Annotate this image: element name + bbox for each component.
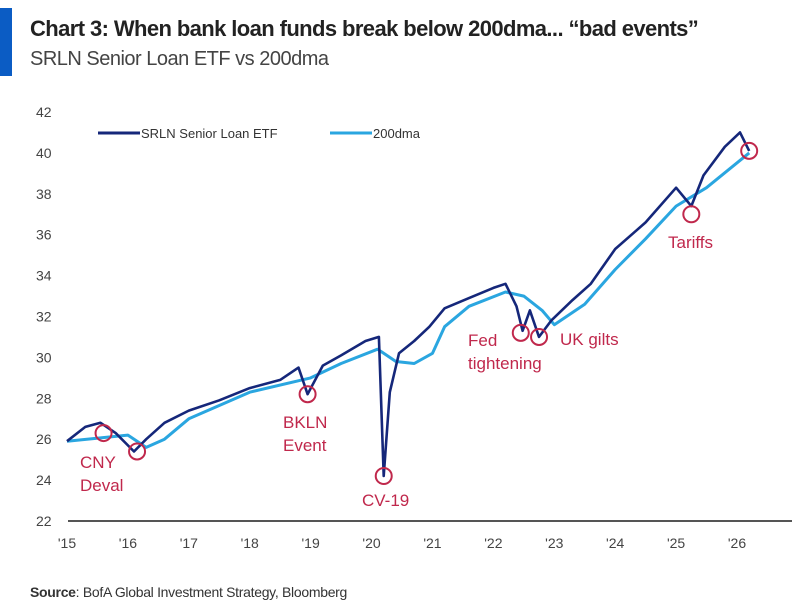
x-tick-label: '16 (119, 535, 137, 551)
event-marker (682, 205, 701, 224)
event-label: CNY (80, 453, 116, 472)
x-tick-label: '24 (606, 535, 624, 551)
event-marker (94, 424, 113, 443)
x-tick-label: '21 (423, 535, 441, 551)
event-marker (511, 323, 530, 342)
event-label: Event (283, 436, 327, 455)
x-tick-label: '17 (180, 535, 198, 551)
y-tick-label: 34 (36, 268, 52, 284)
event-marker (128, 442, 147, 461)
title-accent-bar (0, 8, 12, 76)
x-tick-label: '25 (667, 535, 685, 551)
source-text: : BofA Global Investment Strategy, Bloom… (75, 584, 348, 600)
x-tick-label: '15 (58, 535, 76, 551)
x-tick-label: '26 (728, 535, 746, 551)
y-tick-label: 36 (36, 227, 52, 243)
y-tick-label: 22 (36, 513, 52, 529)
y-tick-label: 24 (36, 472, 52, 488)
chart-title: Chart 3: When bank loan funds break belo… (30, 16, 699, 41)
x-tick-label: '20 (362, 535, 380, 551)
x-tick-label: '23 (545, 535, 563, 551)
event-marker (740, 141, 759, 160)
source-label: Source (30, 584, 76, 600)
chart-subtitle: SRLN Senior Loan ETF vs 200dma (30, 48, 329, 70)
event-label: Deval (80, 476, 123, 495)
y-tick-label: 30 (36, 349, 52, 365)
event-marker (530, 327, 549, 346)
y-tick-label: 38 (36, 186, 52, 202)
y-tick-label: 32 (36, 309, 52, 325)
x-tick-label: '22 (484, 535, 502, 551)
x-tick-label: '18 (241, 535, 259, 551)
series-line-200dma (66, 151, 751, 449)
source-note: Source: BofA Global Investment Strategy,… (30, 584, 347, 600)
y-tick-label: 28 (36, 390, 52, 406)
event-label: BKLN (283, 413, 327, 432)
event-marker (298, 385, 317, 404)
event-label: Fed (468, 331, 497, 350)
event-label: Tariffs (668, 233, 713, 252)
y-tick-label: 42 (36, 104, 52, 120)
y-tick-label: 40 (36, 145, 52, 161)
event-label: tightening (468, 354, 542, 373)
legend-label-200dma: 200dma (373, 126, 421, 141)
event-label: CV-19 (362, 491, 409, 510)
legend-label-srln: SRLN Senior Loan ETF (141, 126, 278, 141)
event-marker (374, 467, 393, 486)
event-label: UK gilts (560, 330, 619, 349)
series-line-srln (66, 131, 751, 478)
x-tick-label: '19 (302, 535, 320, 551)
y-tick-label: 26 (36, 431, 52, 447)
